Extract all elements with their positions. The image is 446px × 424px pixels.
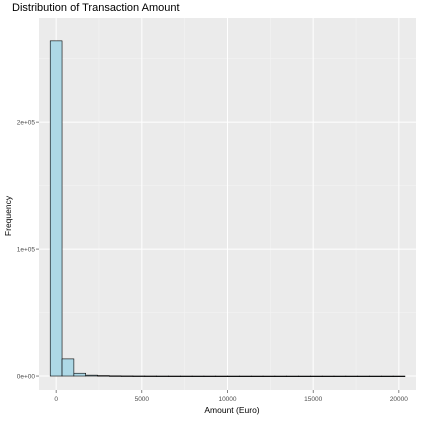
histogram-bar [298, 375, 311, 377]
histogram-bar [156, 375, 169, 377]
histogram-bar [61, 358, 75, 377]
histogram-bar [97, 375, 110, 377]
y-tick-label: 1e+05 [17, 246, 36, 253]
histogram-bar [262, 375, 276, 377]
histogram-bar [132, 375, 146, 377]
histogram-bar [369, 375, 382, 377]
histogram-bar [239, 375, 252, 377]
histogram-bar [203, 375, 217, 377]
histogram-bar [168, 375, 181, 377]
histogram-bar [310, 375, 323, 377]
x-tick-label: 5000 [135, 396, 150, 403]
y-axis: 0e+00 1e+05 2e+05 [17, 119, 39, 380]
histogram-bars [49, 40, 406, 377]
histogram-bar [120, 375, 134, 377]
histogram-bar [286, 375, 299, 377]
histogram-bar [109, 375, 122, 377]
y-axis-title: Frequency [3, 195, 13, 236]
histogram-bar [144, 375, 157, 377]
histogram-bar [321, 375, 335, 377]
histogram-bar [392, 375, 406, 377]
chart-title: Distribution of Transaction Amount [12, 2, 180, 14]
x-tick-label: 20000 [390, 396, 408, 403]
histogram-bar [49, 40, 63, 377]
histogram-bar [274, 375, 288, 377]
histogram-bar [357, 375, 370, 377]
histogram-bar [333, 375, 347, 377]
y-tick-label: 0e+00 [17, 373, 36, 380]
histogram-bar [215, 375, 228, 377]
y-tick-label: 2e+05 [17, 119, 36, 126]
histogram-bar [250, 375, 264, 377]
histogram-bar [380, 375, 394, 377]
histogram-bar [191, 375, 205, 377]
x-tick-label: 15000 [304, 396, 322, 403]
x-tick-label: 10000 [218, 396, 236, 403]
histogram-bar [227, 375, 240, 377]
x-tick-label: 0 [54, 396, 58, 403]
histogram-bar [345, 375, 358, 377]
histogram-bar [85, 374, 98, 377]
x-axis: 0 5000 10000 15000 20000 [54, 390, 408, 403]
x-axis-title: Amount (Euro) [204, 405, 259, 415]
histogram-bar [73, 372, 86, 377]
histogram-bar [179, 375, 193, 377]
